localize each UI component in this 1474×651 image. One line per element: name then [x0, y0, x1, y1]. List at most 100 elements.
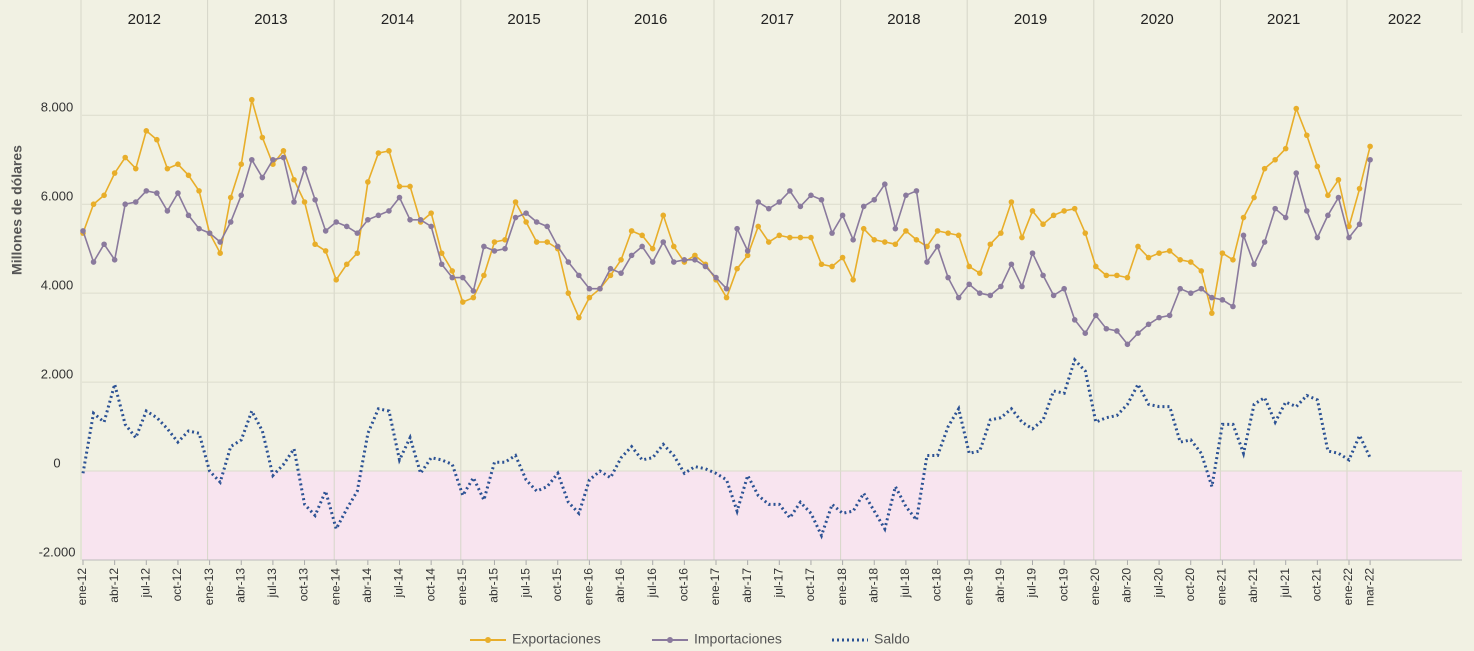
series-point: [1145, 321, 1152, 328]
series-point: [829, 230, 835, 236]
series-point: [101, 192, 107, 199]
series-point: [1040, 272, 1046, 279]
series-point: [1272, 156, 1278, 163]
x-tick-label: oct-12: [170, 568, 184, 602]
y-tick-label: 4.000: [41, 278, 74, 293]
series-point: [1103, 272, 1110, 279]
series-point: [502, 245, 508, 252]
series-point: [1304, 208, 1310, 214]
series-point: [544, 239, 550, 245]
x-tick-label: ene-16: [582, 568, 596, 606]
series-point: [1209, 294, 1215, 301]
x-tick-label: abr-15: [487, 568, 501, 603]
series-point: [249, 156, 255, 163]
year-label: 2020: [1140, 11, 1173, 28]
series-point: [428, 223, 434, 230]
series-point: [185, 212, 192, 219]
x-tick-label: abr-18: [866, 568, 880, 603]
series-point: [765, 239, 772, 245]
series-point: [122, 201, 128, 208]
series-point: [333, 277, 340, 283]
series-point: [1103, 325, 1110, 332]
series-point: [375, 212, 382, 219]
x-tick-label: abr-20: [1120, 568, 1134, 603]
legend-marker: [667, 637, 673, 643]
series-point: [1061, 285, 1067, 292]
series-point: [322, 248, 329, 254]
series-point: [217, 250, 223, 256]
series-point: [386, 208, 392, 214]
series-point: [185, 172, 192, 179]
series-point: [512, 214, 519, 221]
series-point: [998, 283, 1004, 290]
series-point: [407, 183, 413, 190]
series-point: [1093, 263, 1099, 270]
x-tick-label: jul-21: [1278, 568, 1292, 599]
series-point: [280, 154, 287, 161]
series-point: [945, 230, 951, 236]
x-tick-label: oct-19: [1056, 568, 1070, 602]
series-point: [333, 219, 340, 225]
series-point: [291, 176, 297, 183]
year-label: 2012: [128, 11, 161, 28]
x-tick-label: oct-18: [930, 568, 944, 602]
series-point: [829, 263, 835, 270]
series-point: [1335, 194, 1342, 201]
series-point: [818, 196, 825, 203]
x-tick-label: oct-16: [677, 568, 691, 602]
year-label: 2013: [254, 11, 287, 28]
series-point: [175, 161, 181, 167]
series-point: [744, 252, 751, 259]
series-point: [839, 254, 846, 261]
x-tick-label: oct-17: [803, 568, 817, 602]
series-point: [776, 232, 783, 239]
series-point: [375, 150, 382, 156]
series-point: [1114, 272, 1120, 279]
x-tick-label: jul-19: [1025, 568, 1039, 599]
series-point: [934, 228, 941, 234]
series-point: [1071, 317, 1078, 323]
series-point: [438, 250, 445, 256]
year-label: 2014: [381, 11, 414, 28]
series-point: [491, 239, 498, 245]
series-point: [987, 241, 994, 248]
series-point: [460, 274, 466, 281]
series-point: [1240, 214, 1247, 221]
series-point: [343, 261, 350, 268]
series-point: [607, 272, 614, 279]
series-point: [259, 134, 266, 141]
x-tick-label: jul-17: [771, 568, 785, 599]
year-label: 2021: [1267, 11, 1300, 28]
series-point: [639, 232, 645, 239]
series-point: [649, 245, 656, 252]
series-point: [692, 252, 698, 259]
series-point: [1261, 239, 1268, 245]
x-tick-label: oct-14: [423, 568, 437, 602]
x-tick-label: ene-17: [708, 568, 722, 606]
series-point: [502, 236, 508, 243]
series-point: [1177, 285, 1183, 292]
series-point: [976, 290, 983, 296]
series-point: [955, 232, 962, 239]
series-point: [860, 203, 867, 210]
series-point: [1050, 292, 1057, 299]
x-tick-label: ene-21: [1215, 568, 1229, 606]
series-point: [438, 261, 445, 268]
series-point: [565, 259, 572, 265]
x-tick-label: jul-12: [138, 568, 152, 599]
series-point: [1251, 194, 1257, 201]
year-label: 2015: [507, 11, 540, 28]
series-point: [90, 201, 97, 208]
series-point: [259, 174, 266, 181]
series-point: [1356, 221, 1363, 228]
series-point: [1050, 212, 1057, 219]
series-point: [882, 239, 888, 245]
series-point: [365, 216, 371, 223]
series-point: [1124, 274, 1131, 281]
series-point: [1156, 250, 1162, 256]
series-point: [312, 241, 318, 248]
x-tick-label: jul-18: [898, 568, 912, 599]
series-point: [597, 285, 603, 292]
series-point: [322, 228, 329, 234]
